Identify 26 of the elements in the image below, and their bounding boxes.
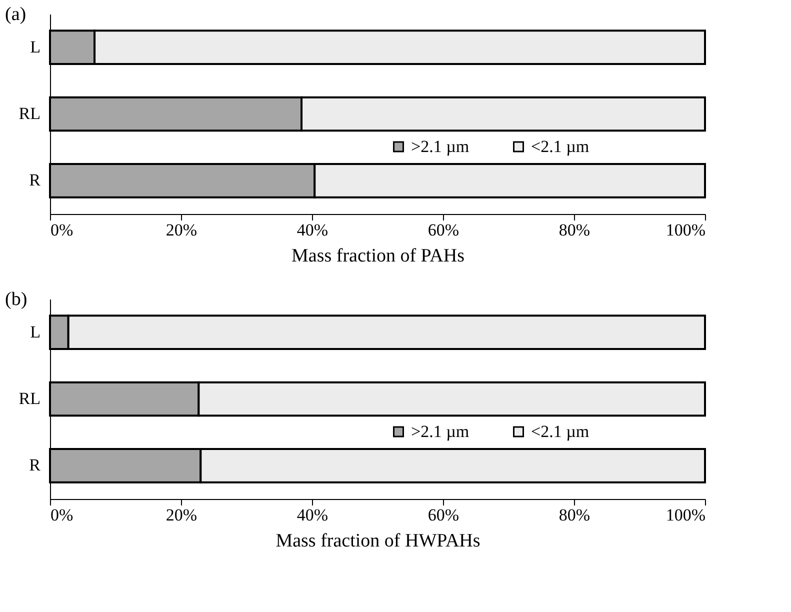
x-axis-title: Mass fraction of HWPAHs [276, 530, 480, 552]
x-tick-label: 100% [666, 506, 706, 524]
x-tick-label: 40% [296, 220, 328, 240]
chart-title: (b) [5, 289, 28, 310]
x-tick-label: 40% [296, 506, 328, 524]
x-tick-label: 80% [558, 506, 590, 524]
x-tick-label: 0% [50, 220, 74, 240]
y-tick-label: L [30, 37, 40, 56]
x-tick-label: 0% [50, 506, 74, 524]
y-tick-label: L [30, 322, 40, 342]
chart-title: (a) [5, 4, 26, 25]
y-tick-label: R [29, 456, 42, 475]
legend-label: >2.1 µm [411, 422, 470, 441]
x-tick-label: 60% [428, 506, 460, 524]
x-tick-label: 20% [166, 506, 198, 524]
x-tick-label: 80% [558, 220, 590, 240]
x-axis-title: Mass fraction of PAHs [292, 246, 464, 266]
legend-label: <2.1 µm [531, 422, 590, 441]
legend-label: <2.1 µm [531, 136, 590, 156]
y-tick-label: R [29, 170, 42, 190]
x-tick-label: 100% [666, 220, 706, 240]
y-tick-label: RL [18, 104, 40, 123]
legend-label: >2.1 µm [411, 136, 470, 156]
x-tick-label: 60% [428, 220, 460, 240]
y-tick-label: RL [18, 389, 40, 408]
x-tick-label: 20% [166, 220, 198, 240]
